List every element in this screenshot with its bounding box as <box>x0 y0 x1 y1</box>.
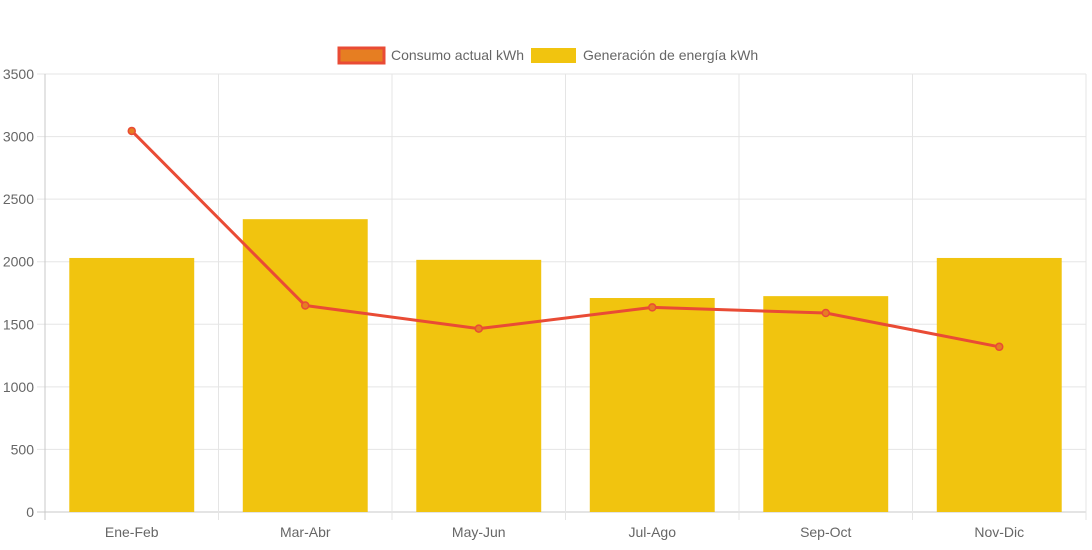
point-consumo[interactable] <box>821 308 830 318</box>
legend-label-generacion[interactable]: Generación de energía kWh <box>583 47 758 63</box>
point-consumo[interactable] <box>301 301 310 310</box>
point-consumo[interactable] <box>995 342 1004 352</box>
grid <box>37 73 1087 520</box>
point-consumo[interactable] <box>474 324 483 333</box>
y-tick-label: 3500 <box>3 66 34 82</box>
y-tick-label: 500 <box>11 441 35 457</box>
bar-series <box>69 219 1062 512</box>
bar-generacion[interactable] <box>69 257 195 512</box>
y-axis: 0 500 1000 1500 2000 2500 3000 3500 <box>3 66 34 520</box>
point-consumo[interactable] <box>127 126 136 136</box>
bar-generacion[interactable] <box>589 298 715 512</box>
x-tick-label: Mar-Abr <box>280 524 331 540</box>
y-tick-label: 1000 <box>3 379 34 395</box>
y-tick-label: 0 <box>26 504 34 520</box>
point-consumo[interactable] <box>648 303 657 312</box>
line-consumo <box>130 129 1000 349</box>
bar-generacion[interactable] <box>763 296 889 512</box>
x-tick-label: May-Jun <box>452 524 506 540</box>
x-tick-label: Nov-Dic <box>974 524 1024 540</box>
line-series <box>127 126 1004 352</box>
x-tick-label: Ene-Feb <box>105 524 159 540</box>
legend-label-consumo[interactable]: Consumo actual kWh <box>391 47 524 63</box>
x-axis: Ene-Feb Mar-Abr May-Jun Jul-Ago Sep-Oct Nov-D… <box>105 524 1024 540</box>
legend-swatch-generacion[interactable] <box>531 48 576 63</box>
bar-generacion[interactable] <box>416 259 542 512</box>
legend: Consumo actual kWh Generación de energía… <box>337 46 758 65</box>
legend-swatch-consumo[interactable] <box>337 46 386 65</box>
y-tick-label: 3000 <box>3 129 34 145</box>
y-tick-label: 2000 <box>3 254 34 270</box>
bar-generacion[interactable] <box>242 219 368 512</box>
y-tick-label: 1500 <box>3 316 34 332</box>
x-tick-label: Sep-Oct <box>800 524 851 540</box>
y-tick-label: 2500 <box>3 191 34 207</box>
bar-generacion[interactable] <box>936 257 1062 512</box>
x-tick-label: Jul-Ago <box>629 524 677 540</box>
